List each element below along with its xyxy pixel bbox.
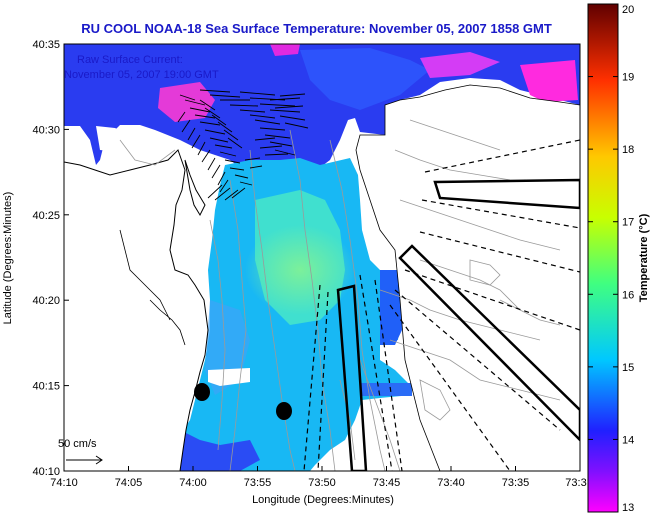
marker-south	[276, 402, 292, 420]
colorbar-tick-label: 15	[622, 362, 634, 374]
sst-magenta-patch-1	[520, 60, 578, 102]
x-tick-label: 73:45	[373, 477, 401, 489]
sst-northern-band	[64, 44, 580, 178]
colorbar-tick-label: 16	[622, 289, 634, 301]
inland-shoreline	[119, 229, 186, 346]
bathymetry-contours	[119, 119, 561, 471]
x-tick-label: 73:55	[244, 477, 272, 489]
sst-south-blue	[360, 383, 412, 396]
y-axis-label: Latitude (Degrees:Minutes)	[2, 192, 14, 325]
colorbar-tick-label: 14	[622, 434, 634, 446]
map-title: RU COOL NOAA-18 Sea Surface Temperature:…	[81, 21, 552, 36]
y-tick-label: 40:30	[32, 124, 60, 136]
y-axis: 40:35 40:30 40:25 40:20 40:15 40:10	[32, 39, 69, 478]
overlay-line-1: Raw Surface Current:	[77, 54, 183, 66]
colorbar-tick-label: 19	[622, 72, 634, 84]
marker-north	[194, 383, 210, 401]
x-tick-label: 74:05	[115, 477, 143, 489]
colorbar-tick-label: 17	[622, 217, 634, 229]
x-tick-label: 74:00	[179, 477, 207, 489]
x-tick-label: 73:35	[502, 477, 530, 489]
current-vectors	[177, 89, 309, 201]
scale-label: 50 cm/s	[58, 438, 97, 450]
colorbar	[587, 3, 619, 513]
x-axis: 74:10 74:05 74:00 73:55 73:50 73:45 73:40 73:35…	[50, 466, 587, 489]
x-axis-label: Longitude (Degrees:Minutes)	[252, 494, 394, 506]
sst-warm-top-patch	[300, 48, 430, 110]
colorbar-ticks: 20 19 18 17 16 15 14 13	[588, 3, 634, 514]
x-tick-label: 73:50	[308, 477, 336, 489]
y-tick-label: 40:25	[32, 210, 60, 222]
y-tick-label: 40:15	[32, 381, 60, 393]
sst-magenta-patch-2	[420, 52, 500, 78]
x-tick-label: 74:10	[50, 477, 78, 489]
y-tick-label: 40:10	[32, 466, 60, 478]
plot-area	[64, 44, 580, 471]
scale-arrow	[66, 455, 103, 465]
x-tick-label: 73:3	[565, 477, 586, 489]
study-area-outlines	[336, 178, 580, 471]
sst-magenta-patch-3	[158, 82, 215, 122]
y-tick-label: 40:20	[32, 295, 60, 307]
radial-dashed-lines	[303, 139, 580, 471]
x-tick-label: 73:40	[437, 477, 465, 489]
colorbar-tick-label: 18	[622, 144, 634, 156]
land-peninsula	[184, 159, 206, 217]
overlay-line-2: November 05, 2007 19:00 GMT	[64, 69, 219, 81]
y-tick-label: 40:35	[32, 39, 60, 51]
colorbar-tick-label: 20	[622, 4, 634, 16]
sst-blue-edge	[165, 430, 260, 471]
cloud-gap-1	[96, 126, 135, 152]
sst-magenta-patch-4	[270, 44, 300, 56]
colorbar-label: Temperature (°C)	[638, 213, 650, 302]
colorbar-tick-label: 13	[622, 502, 634, 514]
land-coast	[64, 149, 209, 471]
